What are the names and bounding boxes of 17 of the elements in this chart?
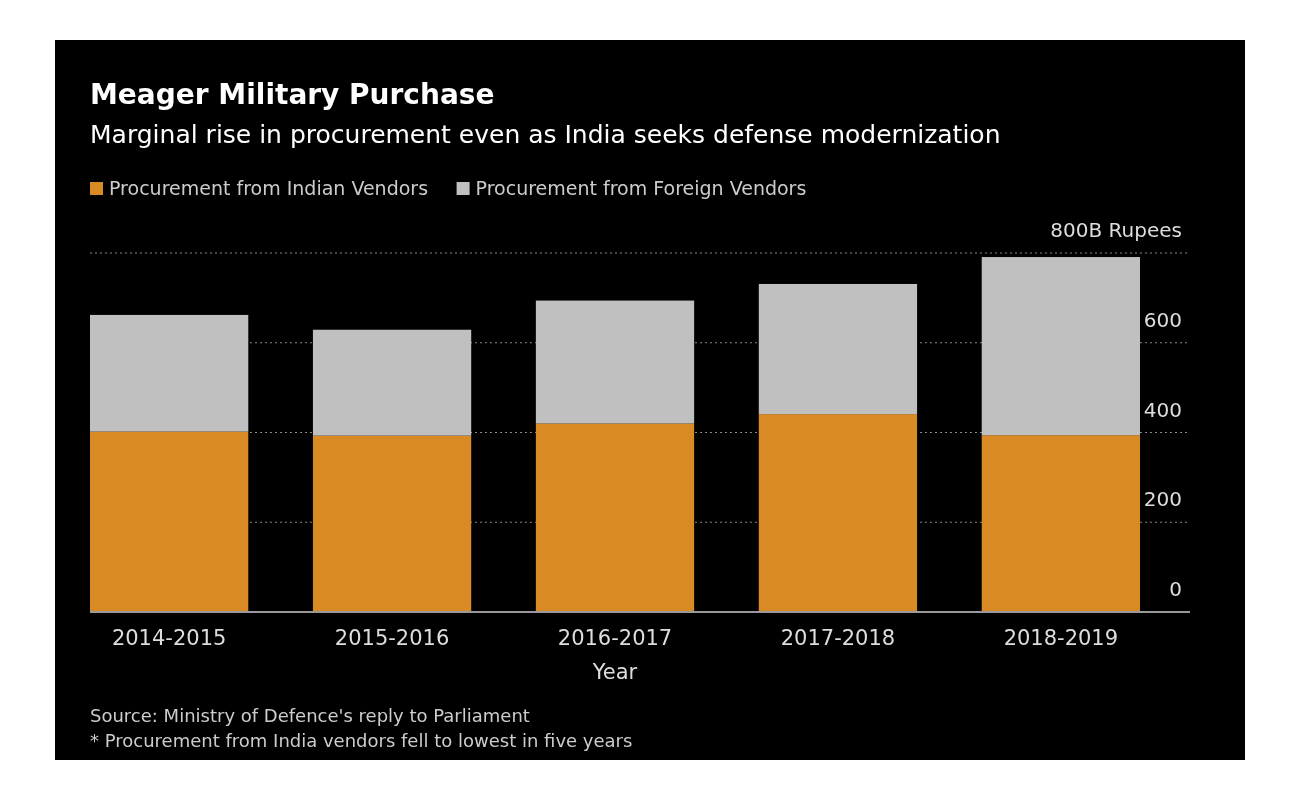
chart-subtitle: Marginal rise in procurement even as India seeks defense modernization bbox=[90, 120, 1001, 149]
chart-title: Meager Military Purchase bbox=[90, 78, 495, 111]
y-tick-label: 0 bbox=[1169, 577, 1182, 601]
legend-label: Procurement from Foreign Vendors bbox=[475, 177, 807, 199]
text: * Procurement from India vendors fell to lowest in five years bbox=[90, 730, 633, 751]
y-tick-label: 600 bbox=[1143, 307, 1182, 332]
x-tick-label: 2014-2015 bbox=[111, 626, 227, 650]
y-tick-label: 200 bbox=[1143, 487, 1182, 512]
x-tick-label: 2018-2019 bbox=[1003, 626, 1119, 650]
x-tick-label: 2016-2017 bbox=[557, 626, 673, 650]
legend-label: Procurement from Indian Vendors bbox=[109, 177, 429, 199]
source-note: Source: Ministry of Defence's reply to Parliament bbox=[90, 705, 530, 726]
y-tick-label: 800B Rupees bbox=[1050, 218, 1182, 242]
x-tick-label: 2017-2018 bbox=[780, 626, 896, 650]
x-tick-label: 2015-2016 bbox=[334, 626, 450, 650]
x-axis-title: Year bbox=[591, 660, 638, 684]
y-tick-label: 400 bbox=[1143, 397, 1182, 422]
